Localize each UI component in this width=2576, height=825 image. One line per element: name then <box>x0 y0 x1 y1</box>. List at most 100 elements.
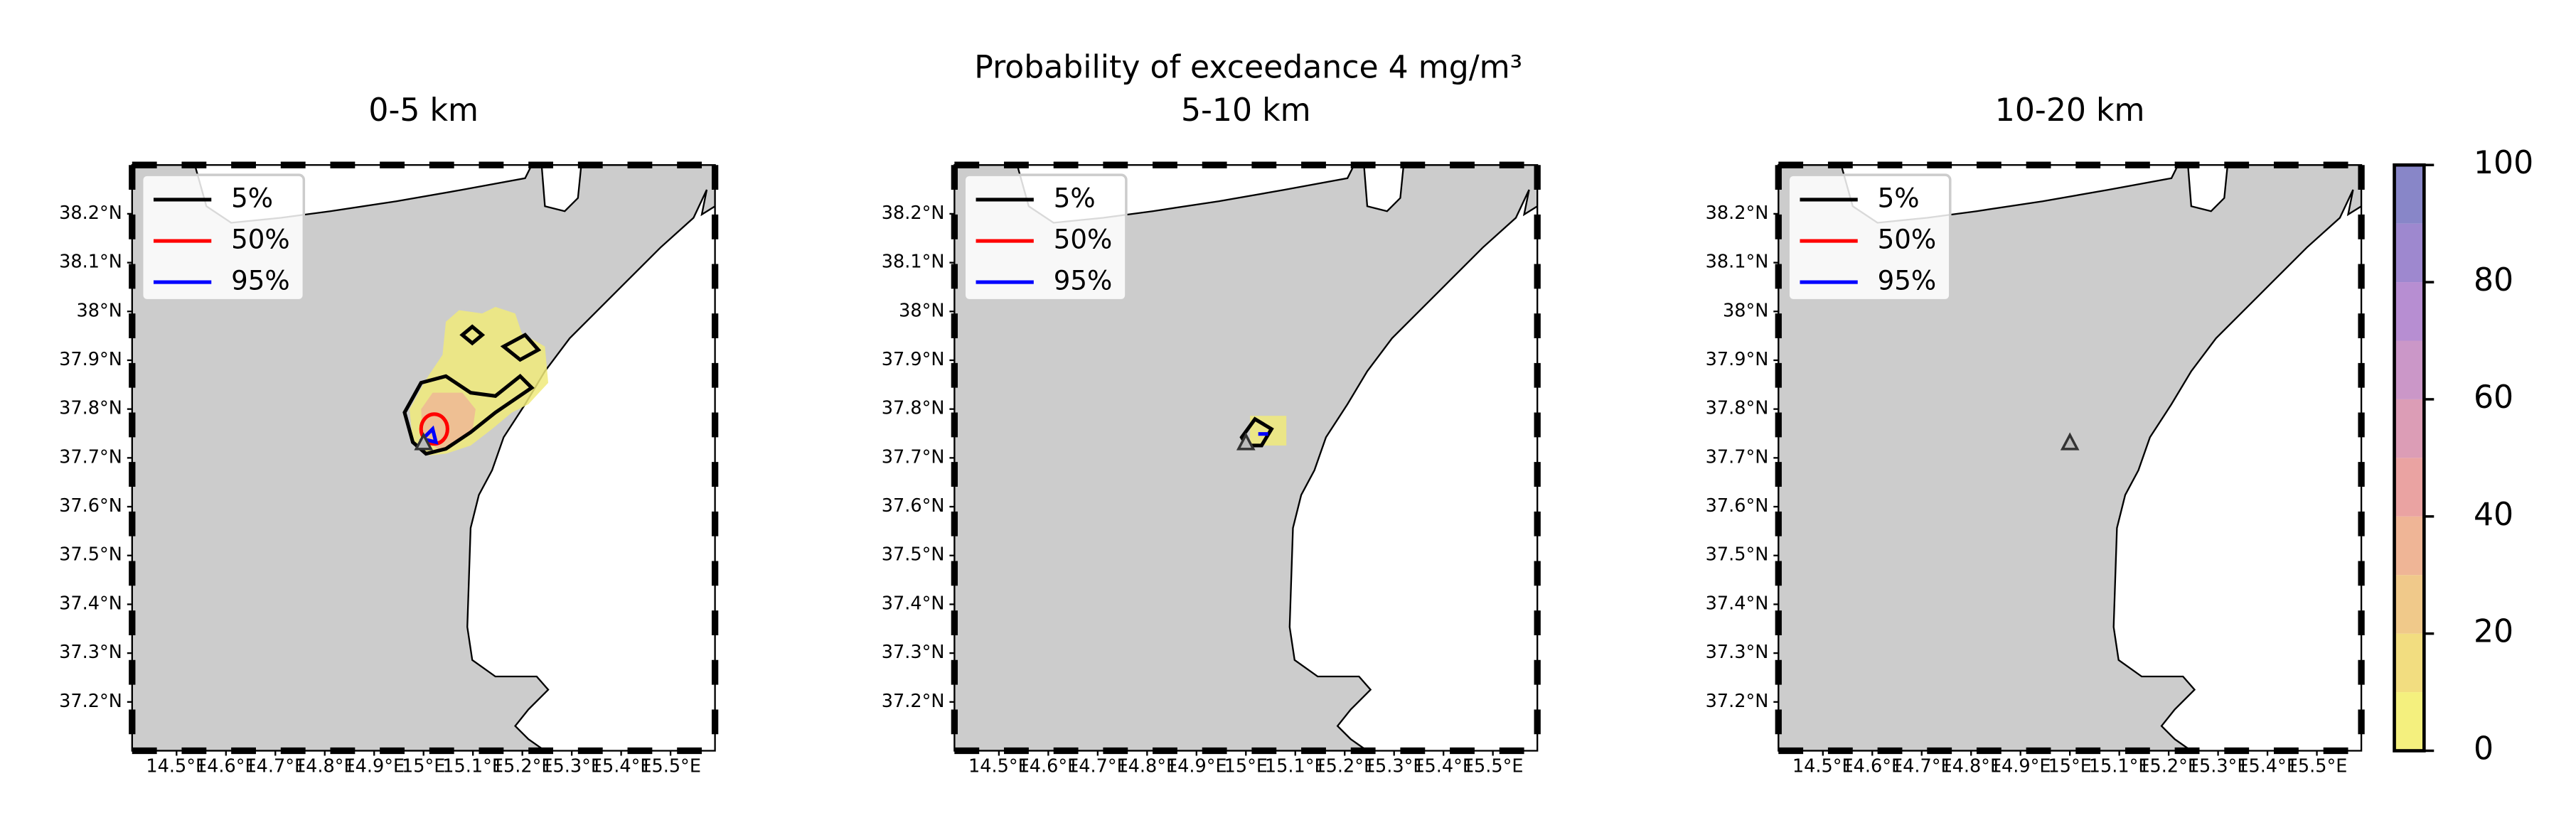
y-tick-label: 38°N <box>1723 300 1768 321</box>
y-tick-label: 37.6°N <box>1706 495 1769 517</box>
x-tick-label: 15.1°E <box>2089 756 2150 777</box>
legend-box <box>963 173 1128 302</box>
x-tick-label: 14.5°E <box>968 756 1030 777</box>
y-tick-label: 37.8°N <box>59 398 122 419</box>
colorbar-band <box>2394 165 2425 224</box>
x-tick-label: 15.3°E <box>1364 756 1425 777</box>
colorbar-band <box>2394 575 2425 634</box>
y-tick-label: 38.2°N <box>59 203 122 224</box>
y-tick-label: 37.9°N <box>1706 349 1769 370</box>
y-tick-label: 37.5°N <box>1706 544 1769 566</box>
map-panel: 10-20 km 38.2°N 38.1°N 38°N 37.9°N 37.8°N 37.7… <box>1706 92 2365 777</box>
colorbar-tick-label: 40 <box>2474 497 2513 533</box>
legend-label: 5% <box>231 183 273 213</box>
x-tick-label: 14.6°E <box>1842 756 1903 777</box>
map-content <box>132 165 715 751</box>
y-tick-label: 38.2°N <box>1706 203 1769 224</box>
legend-label: 95% <box>1878 266 1937 296</box>
y-tick-label: 37.2°N <box>882 691 945 712</box>
y-tick-label: 37.9°N <box>59 349 122 370</box>
x-tick-label: 14.9°E <box>343 756 405 777</box>
x-tick-label: 15.5°E <box>2287 756 2348 777</box>
x-tick-label: 14.6°E <box>1017 756 1079 777</box>
y-tick-label: 37.3°N <box>59 642 122 663</box>
x-tick-label: 14.9°E <box>1990 756 2051 777</box>
y-tick-label: 37.3°N <box>882 642 945 663</box>
contour-50 <box>419 412 449 446</box>
colorbar-tick-label: 80 <box>2474 262 2513 298</box>
y-tick-label: 37.3°N <box>1706 642 1769 663</box>
colorbar: 0 20 40 60 80 100 <box>2393 145 2533 767</box>
vent-marker <box>1236 432 1256 451</box>
contour-95 <box>419 425 439 445</box>
y-tick-label: 38.1°N <box>882 252 945 273</box>
colorbar-tick-label: 20 <box>2474 614 2513 650</box>
legend-label: 50% <box>231 225 290 255</box>
y-tick-label: 38.1°N <box>59 252 122 273</box>
colorbar-band <box>2394 223 2425 283</box>
map-panel: 0-5 km 38.2°N 38.1°N 38°N 37.9°N 37.8°N 37.7°N… <box>59 92 719 777</box>
x-tick-label: 15.4°E <box>1413 756 1474 777</box>
colorbar-tick-label: 60 <box>2474 379 2513 416</box>
map-panel: 5-10 km 38.2°N 38.1°N 38°N 37.9°N 37.8°N 37.7°… <box>882 92 1541 777</box>
x-tick-label: 14.9°E <box>1166 756 1227 777</box>
vent-marker <box>414 432 434 451</box>
x-tick-label: 14.5°E <box>146 756 207 777</box>
x-tick-label: 15.2°E <box>492 756 553 777</box>
y-tick-label: 37.8°N <box>1706 398 1769 419</box>
y-tick-label: 37.7°N <box>882 446 945 468</box>
colorbar-band <box>2394 633 2425 693</box>
panel-title: 5-10 km <box>1181 92 1311 129</box>
colorbar-frame <box>2393 163 2426 753</box>
legend-label: 95% <box>1054 266 1113 296</box>
y-tick-label: 38.1°N <box>1706 252 1769 273</box>
figure-title: Probability of exceedance 4 mg/m³ <box>974 50 1522 86</box>
x-tick-label: 14.8°E <box>1116 756 1177 777</box>
x-tick-label: 15.2°E <box>2138 756 2199 777</box>
y-tick-label: 37.7°N <box>1706 446 1769 468</box>
colorbar-band <box>2394 516 2425 576</box>
x-tick-label: 15.3°E <box>541 756 602 777</box>
y-tick-label: 37.6°N <box>882 495 945 517</box>
y-tick-label: 37.4°N <box>882 593 945 614</box>
x-tick-label: 14.7°E <box>245 756 306 777</box>
y-tick-label: 37.7°N <box>59 446 122 468</box>
x-tick-label: 15.5°E <box>1463 756 1524 777</box>
colorbar-band <box>2394 399 2425 458</box>
colorbar-band <box>2394 340 2425 399</box>
map-content <box>1778 165 2362 751</box>
legend-label: 5% <box>1878 183 1920 213</box>
panel-title: 0-5 km <box>368 92 479 129</box>
y-tick-label: 38°N <box>76 300 122 321</box>
x-tick-label: 14.5°E <box>1792 756 1854 777</box>
y-tick-label: 37.4°N <box>1706 593 1769 614</box>
y-tick-label: 37.5°N <box>59 544 122 566</box>
colorbar-band <box>2394 692 2425 751</box>
map-content <box>954 165 1538 751</box>
panel-title: 10-20 km <box>1995 92 2145 129</box>
colorbar-band <box>2394 458 2425 517</box>
x-tick-label: 15.1°E <box>1265 756 1326 777</box>
legend-label: 50% <box>1054 225 1113 255</box>
x-tick-label: 15.4°E <box>2237 756 2298 777</box>
y-tick-label: 37.2°N <box>59 691 122 712</box>
y-tick-label: 37.6°N <box>59 495 122 517</box>
x-tick-label: 14.7°E <box>1067 756 1128 777</box>
legend-label: 50% <box>1878 225 1937 255</box>
y-tick-label: 38°N <box>899 300 944 321</box>
x-tick-label: 15°E <box>402 756 445 777</box>
x-tick-label: 15.4°E <box>591 756 652 777</box>
x-tick-label: 15°E <box>1224 756 1268 777</box>
x-tick-label: 14.6°E <box>196 756 257 777</box>
x-tick-label: 14.8°E <box>1940 756 2002 777</box>
vent-marker <box>2060 432 2080 451</box>
x-tick-label: 14.7°E <box>1891 756 1952 777</box>
legend-box <box>140 173 306 302</box>
x-tick-label: 15.2°E <box>1314 756 1375 777</box>
y-tick-label: 37.2°N <box>1706 691 1769 712</box>
x-tick-label: 14.8°E <box>294 756 356 777</box>
y-tick-label: 37.4°N <box>59 593 122 614</box>
colorbar-band <box>2394 282 2425 341</box>
